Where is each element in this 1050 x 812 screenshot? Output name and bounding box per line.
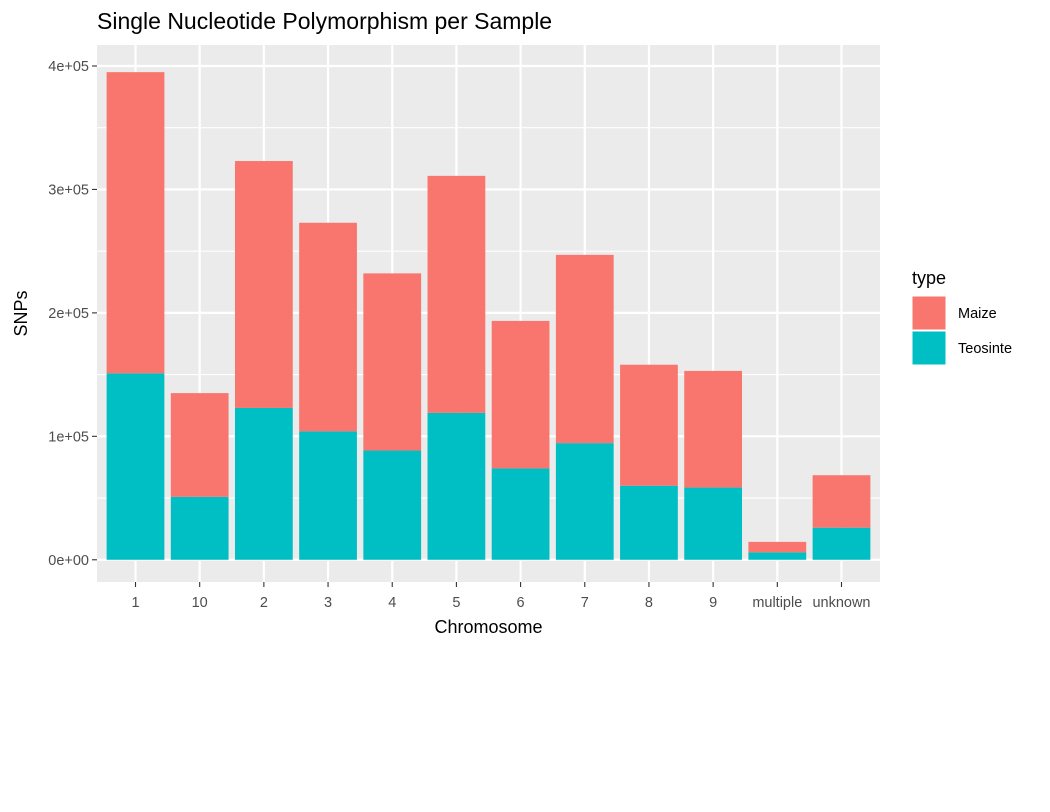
x-tick-label: 9	[709, 595, 717, 611]
y-tick-label: 2e+05	[48, 306, 89, 322]
bar-teosinte-unknown	[812, 527, 871, 560]
x-tick-label: 8	[645, 595, 653, 611]
y-tick-label: 1e+05	[48, 429, 89, 445]
bar-teosinte-2	[234, 407, 293, 560]
y-tick-label: 3e+05	[48, 182, 89, 198]
bar-maize-7	[555, 254, 614, 444]
x-tick-label: 1	[131, 595, 139, 611]
bar-maize-9	[684, 370, 743, 488]
x-tick-label: 4	[388, 595, 396, 611]
bar-maize-1	[106, 72, 165, 374]
bar-teosinte-7	[555, 443, 614, 560]
x-tick-label: 6	[517, 595, 525, 611]
bar-teosinte-5	[427, 412, 486, 560]
bar-maize-8	[620, 364, 678, 486]
x-tick-label: unknown	[812, 595, 870, 611]
bar-teosinte-1	[106, 373, 165, 560]
legend-label-teosinte: Teosinte	[958, 341, 1012, 357]
bar-maize-5	[427, 175, 486, 413]
bar-maize-unknown	[812, 475, 871, 528]
bar-teosinte-8	[620, 485, 678, 560]
x-tick-label: 5	[452, 595, 460, 611]
x-axis-title: Chromosome	[434, 617, 542, 637]
x-tick-label: 10	[192, 595, 208, 611]
legend-key-teosinte	[911, 330, 947, 366]
x-tick-label: multiple	[752, 595, 802, 611]
bar-series	[106, 72, 871, 560]
bar-teosinte-10	[170, 496, 229, 560]
bar-maize-10	[170, 393, 229, 497]
x-tick-label: 3	[324, 595, 332, 611]
legend-key-maize	[911, 295, 947, 331]
y-tick-label: 4e+05	[48, 59, 89, 75]
bar-maize-3	[299, 222, 357, 432]
y-axis: 0e+00 1e+05 2e+05 3e+05 4e+05	[48, 59, 97, 569]
bar-maize-multiple	[748, 541, 807, 553]
bar-teosinte-6	[491, 468, 550, 560]
bar-maize-6	[491, 320, 550, 469]
x-axis: 1 10 2 3 4 5 6 7 8 9 multiple unknown	[131, 582, 871, 611]
bar-maize-2	[234, 161, 293, 408]
bar-teosinte-3	[299, 431, 357, 560]
x-tick-label: 2	[260, 595, 268, 611]
bar-teosinte-9	[684, 487, 743, 560]
legend-label-maize: Maize	[958, 306, 997, 322]
y-tick-label: 0e+00	[48, 553, 89, 569]
chart-title: Single Nucleotide Polymorphism per Sampl…	[97, 8, 553, 34]
x-tick-label: 7	[581, 595, 589, 611]
y-axis-title: SNPs	[11, 290, 31, 336]
legend-title: type	[912, 268, 946, 288]
legend: type Maize Teosinte	[911, 268, 1012, 366]
bar-teosinte-multiple	[748, 552, 807, 560]
bar-teosinte-4	[363, 450, 422, 560]
bar-maize-4	[363, 273, 422, 451]
